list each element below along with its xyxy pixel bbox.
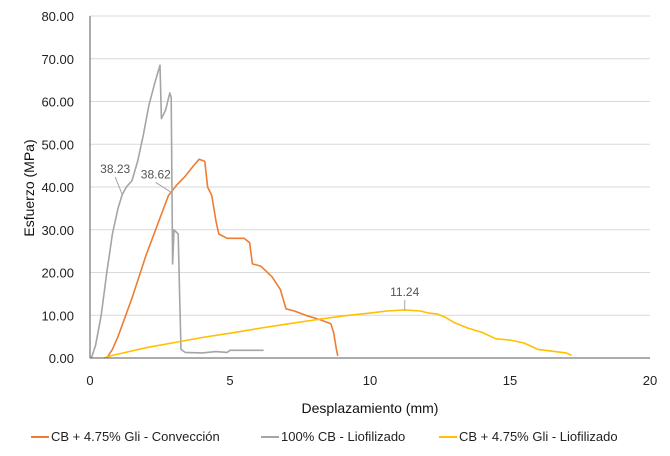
legend: CB + 4.75% Gli - Convección 100% CB - Lio… [31, 429, 618, 444]
legend-label: 100% CB - Liofilizado [281, 429, 405, 444]
annotation-label: 38.62 [141, 167, 171, 181]
series-line-0 [106, 158, 339, 359]
legend-label: CB + 4.75% Gli - Liofilizado [459, 429, 618, 444]
y-tick-label: 80.00 [41, 9, 74, 24]
x-axis-title: Desplazamiento (mm) [302, 400, 439, 416]
x-tick-labels: 0 5 10 15 20 [86, 373, 657, 388]
y-tick-labels: 0.00 10.00 20.00 30.00 40.00 50.00 60.00 70.00 8… [41, 9, 74, 366]
x-tick-label: 15 [503, 373, 517, 388]
legend-label: CB + 4.75% Gli - Convección [51, 429, 220, 444]
x-tick-label: 20 [643, 373, 657, 388]
x-tick-label: 5 [226, 373, 233, 388]
series-line-1 [90, 64, 264, 359]
y-tick-label: 30.00 [41, 223, 74, 238]
y-tick-label: 70.00 [41, 52, 74, 67]
y-tick-label: 10.00 [41, 308, 74, 323]
series-line-2 [103, 309, 572, 359]
annotation-leader-0 [114, 176, 123, 195]
y-tick-label: 0.00 [49, 351, 74, 366]
y-axis-title: Esfuerzo (MPa) [21, 139, 37, 236]
y-tick-label: 50.00 [41, 137, 74, 152]
axes [89, 16, 650, 359]
annotation-label: 38.23 [100, 162, 130, 176]
x-tick-label: 0 [86, 373, 93, 388]
annotations: 38.23 38.62 11.24 [100, 162, 420, 310]
y-tick-label: 40.00 [41, 180, 74, 195]
annotation-label: 11.24 [390, 285, 419, 299]
y-tick-label: 60.00 [41, 95, 74, 110]
y-tick-label: 20.00 [41, 266, 74, 281]
annotation-leader-1 [155, 182, 173, 194]
x-tick-label: 10 [363, 373, 377, 388]
series-lines [90, 64, 572, 359]
gridlines [90, 15, 650, 316]
